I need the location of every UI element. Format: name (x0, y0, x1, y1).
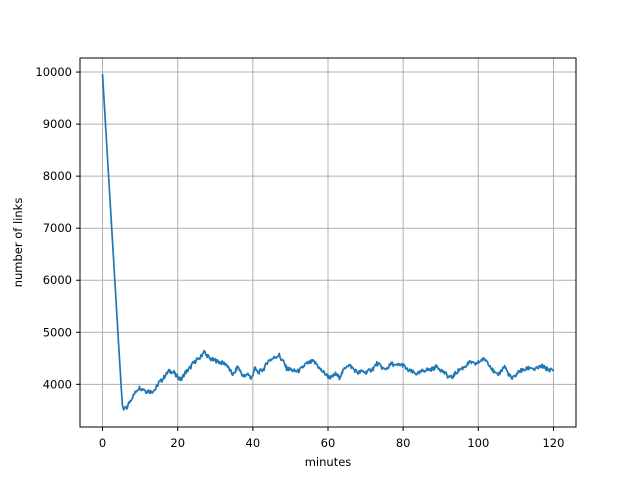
y-tick-label: 10000 (35, 65, 72, 79)
x-tick-label: 0 (99, 436, 106, 450)
data-line (101, 73, 555, 411)
y-tick-label: 5000 (43, 325, 72, 339)
x-tick-label: 60 (321, 436, 336, 450)
y-tick-label: 6000 (43, 273, 72, 287)
x-tick-label: 80 (396, 436, 411, 450)
y-tick-label: 8000 (43, 169, 72, 183)
y-tick-label: 9000 (43, 117, 72, 131)
y-tick-label: 7000 (43, 221, 72, 235)
x-axis-label: minutes (305, 455, 352, 469)
grid-lines (80, 58, 576, 427)
x-tick-label: 40 (246, 436, 261, 450)
x-tick-label: 20 (170, 436, 185, 450)
x-tick-label: 120 (542, 436, 564, 450)
data-series (101, 73, 555, 411)
x-tick-label: 100 (467, 436, 489, 450)
y-axis-label: number of links (11, 198, 25, 288)
y-tick-label: 4000 (43, 377, 72, 391)
axis-ticks: 0 20 40 60 80 100 120 4000 5000 6000 7000 8000 9000 1… (35, 65, 564, 450)
